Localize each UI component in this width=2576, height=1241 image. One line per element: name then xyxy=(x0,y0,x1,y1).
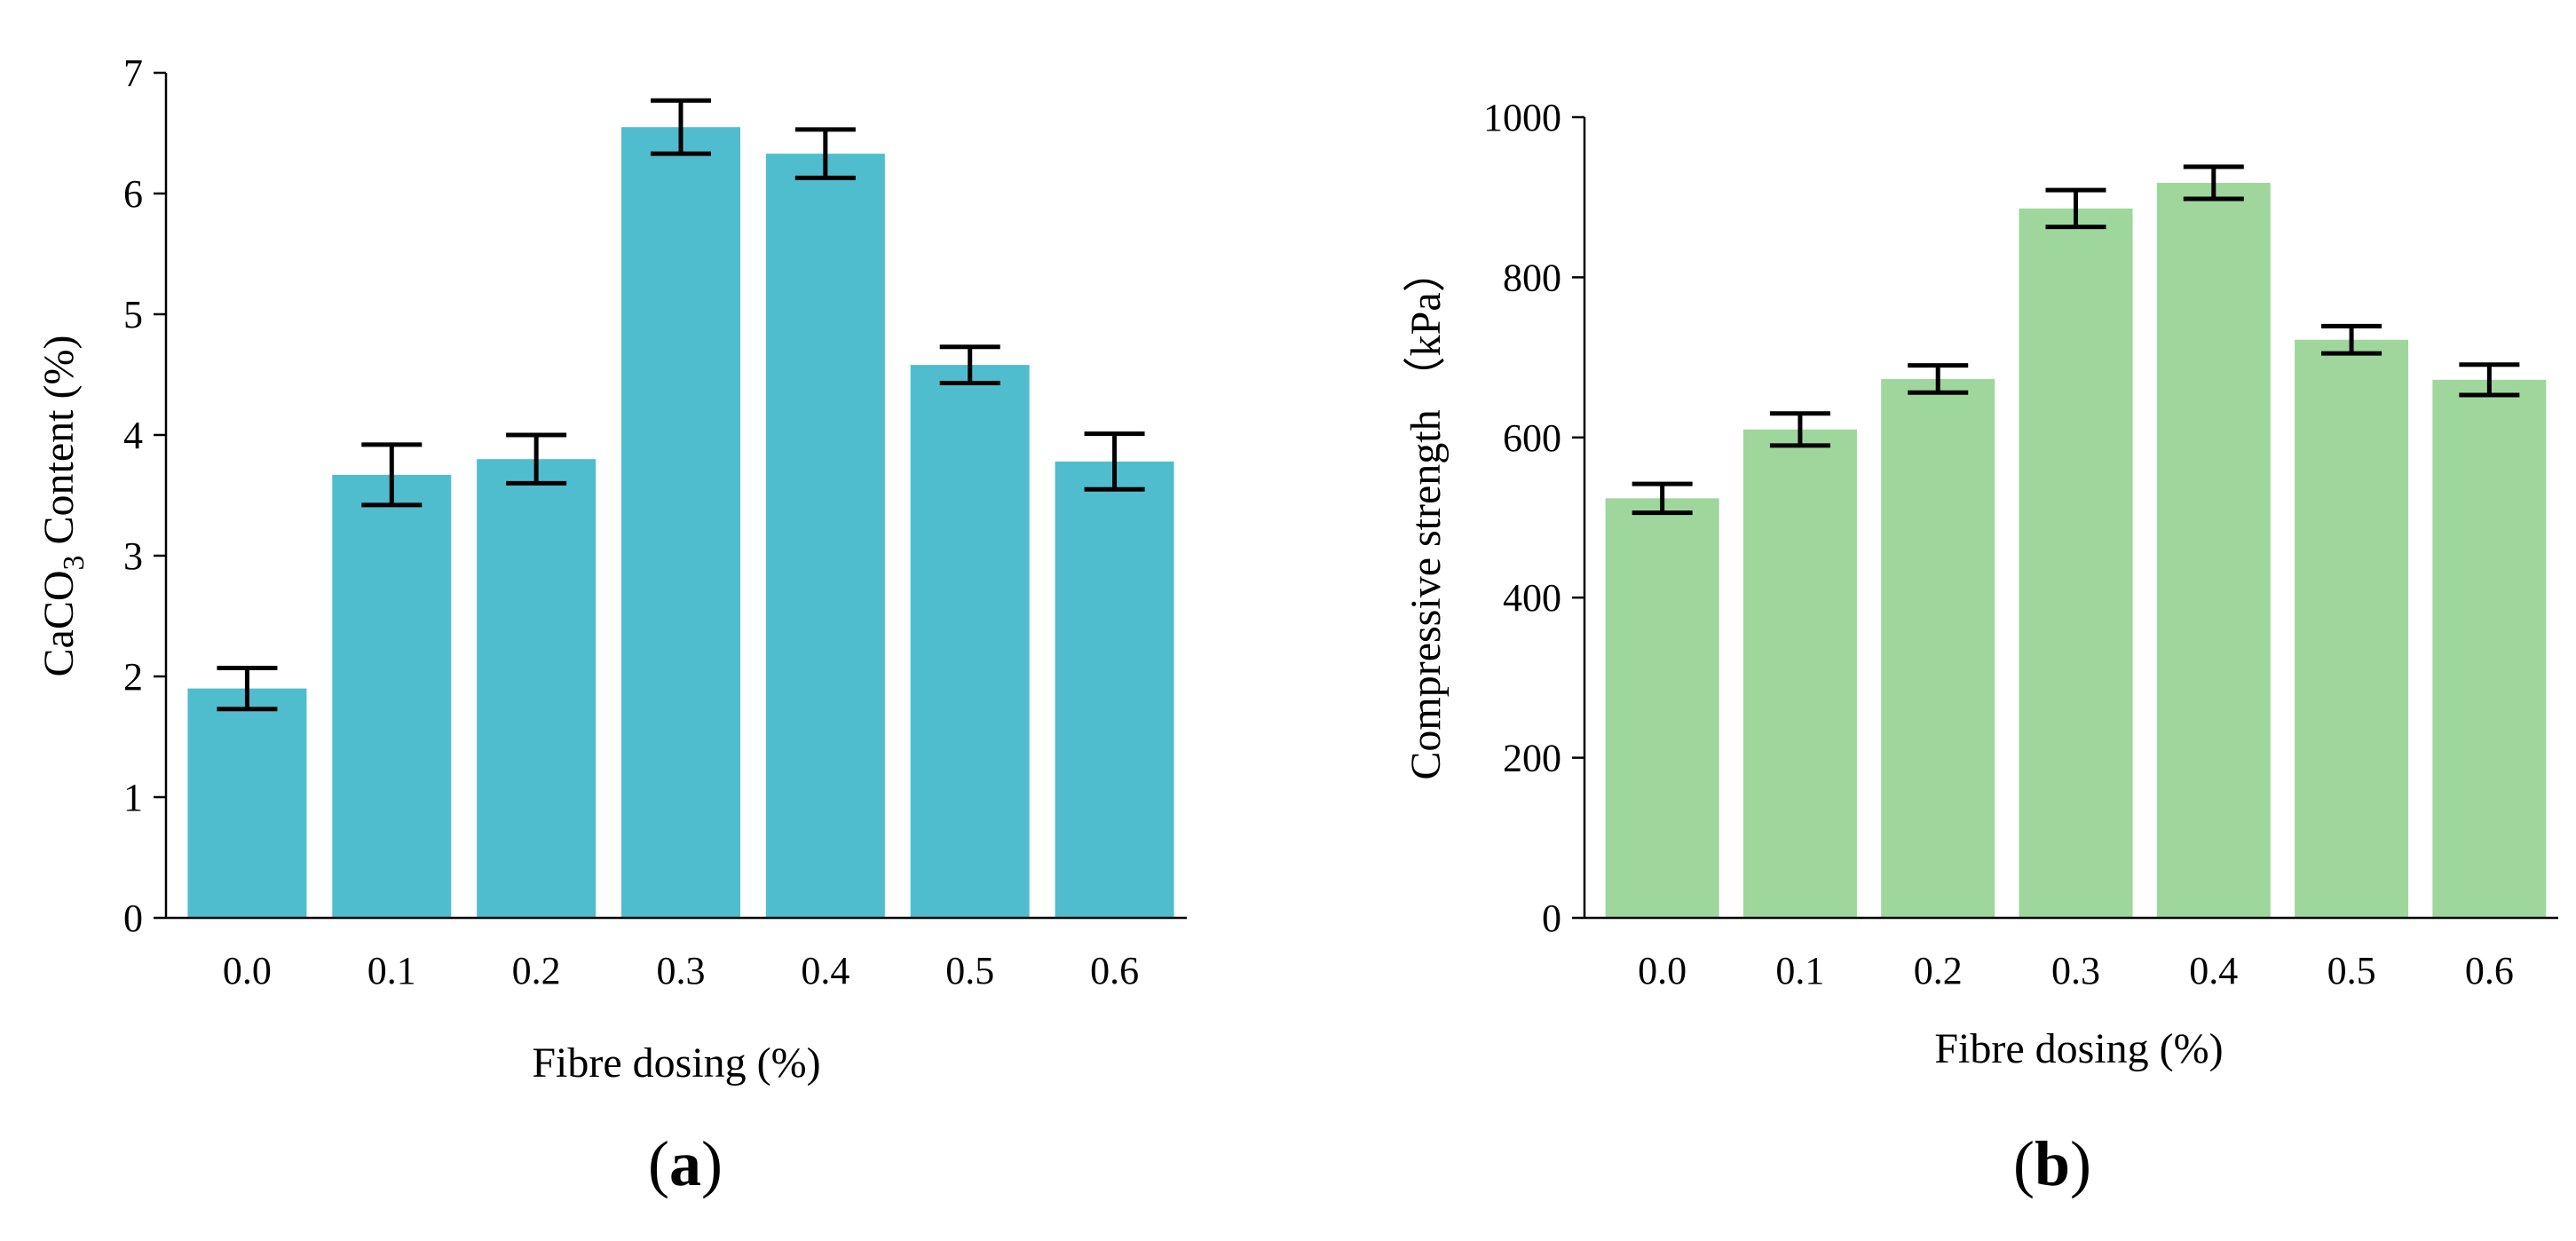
y-axis-title-a-rest: Content (%) xyxy=(36,336,83,556)
x-tick-label: 0.4 xyxy=(801,949,849,992)
x-tick-label: 0.1 xyxy=(367,949,416,992)
error-bar xyxy=(2459,362,2520,398)
y-tick-label: 3 xyxy=(123,534,143,578)
x-tick-label: 0.1 xyxy=(1775,949,1824,992)
x-tick-label: 0.3 xyxy=(657,949,706,992)
panel-label-a: (a) xyxy=(648,1128,723,1199)
y-tick-label: 200 xyxy=(1503,737,1561,780)
bar xyxy=(1605,498,1719,918)
y-axis-title-a: CaCO3 Content (%) xyxy=(36,336,91,677)
bar xyxy=(621,127,740,918)
x-tick-label: 0.0 xyxy=(223,949,272,992)
error-bar xyxy=(2321,323,2382,356)
x-tick-label: 0.6 xyxy=(1090,949,1139,992)
bar xyxy=(477,459,597,918)
x-ticks-b: 0.0 0.1 0.2 0.3 0.4 0.5 0.6 xyxy=(1638,949,2514,992)
error-bar xyxy=(506,432,567,486)
bar xyxy=(2019,208,2133,918)
bar xyxy=(2432,379,2547,919)
x-tick-label: 0.5 xyxy=(945,949,994,992)
bar xyxy=(1881,378,1995,919)
x-tick-label: 0.3 xyxy=(2051,949,2100,992)
bars-b xyxy=(1605,182,2547,919)
x-tick-label: 0.0 xyxy=(1638,949,1687,992)
bar xyxy=(332,474,452,918)
error-bar xyxy=(794,127,856,180)
y-tick-label: 400 xyxy=(1503,576,1561,620)
panel-letter-b: b xyxy=(2035,1128,2070,1199)
x-tick-label: 0.6 xyxy=(2465,949,2514,992)
bar xyxy=(187,688,307,918)
y-ticks-b: 0 200 400 600 800 1000 xyxy=(1483,96,1584,940)
bar xyxy=(1055,461,1174,918)
y-tick-label: 0 xyxy=(1542,897,1561,940)
panel-label-b: (b) xyxy=(2013,1128,2091,1199)
y-tick-label: 6 xyxy=(123,172,143,216)
x-tick-label: 0.2 xyxy=(1914,949,1963,992)
panel-letter-a: a xyxy=(669,1128,701,1199)
x-tick-label: 0.4 xyxy=(2189,949,2238,992)
error-bars-b xyxy=(1632,164,2520,516)
y-tick-label: 2 xyxy=(123,655,143,699)
y-ticks-a: 0 1 2 3 4 5 6 7 xyxy=(123,51,166,940)
error-bar xyxy=(1632,481,1693,516)
bar xyxy=(910,365,1030,918)
chart-panel-a: 0 1 2 3 4 5 6 7 0.0 0.1 0.2 0.3 0.4 0.5 0.6 Fibre dos… xyxy=(36,51,1187,1199)
error-bar xyxy=(1769,411,1830,448)
y-tick-label: 600 xyxy=(1503,416,1561,460)
x-tick-label: 0.5 xyxy=(2327,949,2376,992)
bar xyxy=(2295,339,2409,919)
error-bars-a xyxy=(217,98,1145,712)
error-bar xyxy=(361,442,423,508)
y-tick-label: 5 xyxy=(123,293,143,336)
y-axis-title-a-main: CaCO xyxy=(36,570,83,676)
y-tick-label: 0 xyxy=(123,897,143,940)
x-ticks-a: 0.0 0.1 0.2 0.3 0.4 0.5 0.6 xyxy=(223,949,1139,992)
y-tick-label: 1 xyxy=(123,776,143,819)
y-tick-label: 7 xyxy=(123,51,143,95)
y-tick-label: 800 xyxy=(1503,256,1561,299)
y-axis-title-b: Compressive strength （kPa） xyxy=(1403,249,1450,779)
error-bar xyxy=(651,98,711,156)
error-bar xyxy=(217,665,278,712)
error-bar xyxy=(2045,187,2106,230)
error-bar xyxy=(2183,164,2244,202)
x-axis-title-a: Fibre dosing (%) xyxy=(532,1039,820,1087)
y-axis-title-a-subscript: 3 xyxy=(58,555,91,570)
bar xyxy=(765,154,885,918)
x-axis-title-b: Fibre dosing (%) xyxy=(1934,1025,2223,1072)
x-tick-label: 0.2 xyxy=(512,949,561,992)
bars-a xyxy=(187,127,1174,918)
y-tick-label: 4 xyxy=(123,414,143,457)
y-tick-label: 1000 xyxy=(1483,96,1561,139)
bar xyxy=(2156,182,2271,919)
bar xyxy=(1742,429,1857,918)
error-bar xyxy=(939,344,1000,386)
error-bar xyxy=(1908,363,1969,395)
error-bar xyxy=(1084,431,1145,492)
